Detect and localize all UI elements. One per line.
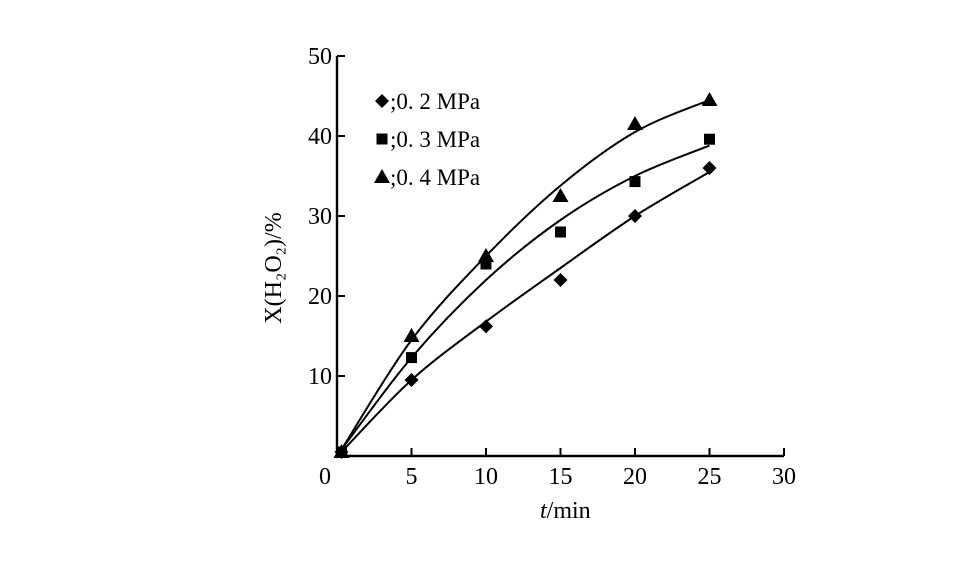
legend: ;0. 2 MPa ;0. 3 MPa ;0. 4 MPa: [374, 89, 480, 190]
x-tick-label: 25: [698, 464, 722, 490]
data-point-square: [629, 176, 641, 188]
ticks: 0 5 10 15 20 25 30 10 20 30 40 50: [308, 44, 796, 490]
fit-curve-triangle: [340, 99, 710, 451]
axis-titles: t/min X(H₂O₂)/%: [261, 212, 591, 524]
y-axis-label: X(H₂O₂)/%: [261, 212, 287, 323]
data-point-triangle: [552, 188, 569, 202]
fit-curve-square: [340, 144, 710, 451]
data-point-triangle: [333, 444, 350, 458]
fit-curves: [340, 99, 711, 453]
x-tick-label: 0: [319, 464, 331, 490]
data-point-diamond: [404, 373, 419, 387]
data-point-triangle: [627, 116, 643, 130]
data-points: [333, 92, 718, 459]
x-axis-label: t/min: [540, 498, 591, 524]
y-tick-label: 50: [308, 44, 332, 70]
y-tick-label: 20: [308, 284, 332, 310]
x-axis-label-unit: /min: [547, 498, 591, 524]
axes: [335, 56, 784, 458]
legend-marker-diamond: [375, 94, 389, 108]
data-point-diamond: [628, 209, 642, 223]
x-tick-label: 30: [772, 464, 796, 490]
y-tick-label: 30: [308, 204, 332, 230]
data-point-square: [406, 352, 417, 364]
data-point-triangle: [478, 248, 494, 262]
fit-curve-diamond: [340, 171, 711, 453]
legend-marker-triangle: [374, 169, 390, 183]
data-point-diamond: [479, 319, 493, 334]
legend-label: ;0. 4 MPa: [390, 165, 480, 190]
x-axis-label-italic: t: [540, 498, 548, 524]
x-tick-label: 15: [549, 464, 573, 490]
y-tick-label: 10: [308, 364, 332, 390]
data-point-diamond: [702, 161, 717, 175]
legend-marker-square: [376, 133, 388, 145]
data-point-triangle: [701, 92, 718, 106]
data-point-square: [555, 226, 566, 238]
legend-label: ;0. 2 MPa: [390, 89, 480, 114]
data-point-square: [480, 258, 492, 270]
legend-label: ;0. 3 MPa: [390, 127, 480, 152]
data-point-triangle: [403, 328, 420, 342]
x-tick-label: 5: [406, 464, 418, 490]
y-tick-label: 40: [308, 124, 332, 150]
x-tick-label: 10: [474, 464, 498, 490]
x-tick-label: 20: [623, 464, 647, 490]
data-point-diamond: [553, 273, 568, 287]
data-point-square: [704, 133, 715, 145]
